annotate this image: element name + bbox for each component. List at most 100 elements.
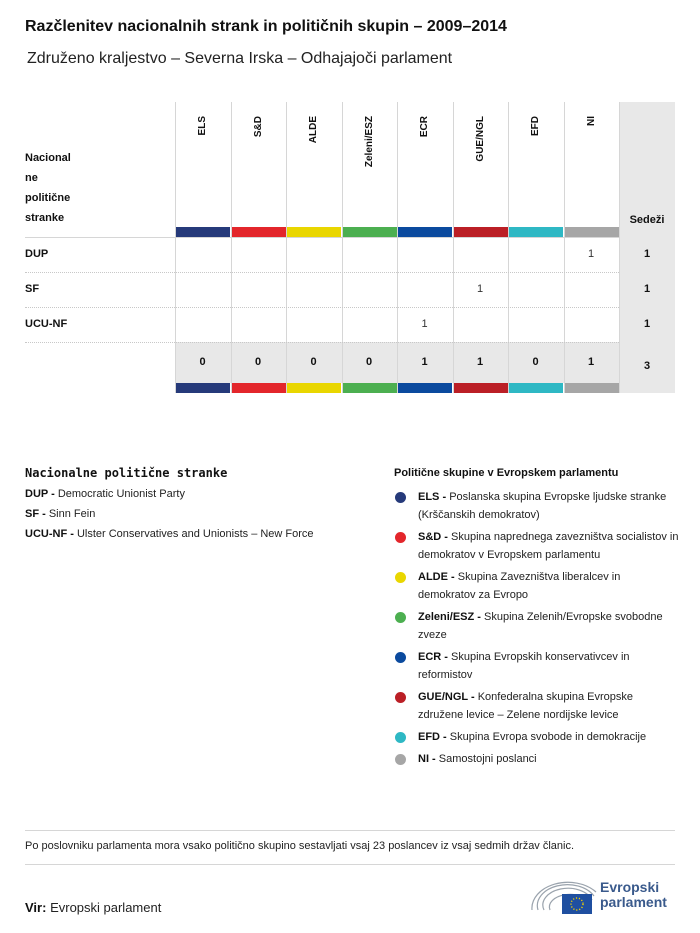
column-header-els: ELS xyxy=(175,116,230,216)
column-header-ecr: ECR xyxy=(397,116,452,216)
divider xyxy=(25,830,675,831)
party-name: Sinn Fein xyxy=(48,508,96,520)
group-legend-item: ELS - Poslanska skupina Evropske ljudske… xyxy=(394,488,679,524)
group-legend-item: Zeleni/ESZ - Skupina Zelenih/Evropske sv… xyxy=(394,608,679,644)
political-groups-legend: Politične skupine v Evropskem parlamentu… xyxy=(394,467,679,772)
seats-header: Sedeži xyxy=(629,214,665,226)
group-color-dot-icon xyxy=(395,692,406,703)
group-color-bar xyxy=(398,383,452,393)
column-header-label: Zeleni/ESZ xyxy=(363,116,375,168)
row-divider xyxy=(25,272,619,273)
page-title: Razčlenitev nacionalnih strank in politi… xyxy=(25,18,507,35)
row-divider xyxy=(25,307,619,308)
group-abbr: Zeleni/ESZ - xyxy=(418,611,481,623)
group-abbr: EFD - xyxy=(418,731,447,743)
group-color-dot-icon xyxy=(395,754,406,765)
seat-count: 1 xyxy=(643,318,651,330)
divider xyxy=(25,864,675,865)
column-header-ni: NI xyxy=(564,116,619,216)
group-color-bar xyxy=(564,383,619,393)
column-divider xyxy=(286,102,287,393)
group-total: 0 xyxy=(199,356,206,368)
party-abbr: UCU-NF - xyxy=(25,528,74,540)
table-cell: 1 xyxy=(421,318,428,330)
group-color-bar xyxy=(287,227,341,237)
group-color-bar xyxy=(509,383,563,393)
parliament-hemicycle-logo xyxy=(531,881,597,914)
group-total: 1 xyxy=(421,356,428,368)
column-header-label: EFD xyxy=(530,116,541,136)
column-header-sd: S&D xyxy=(231,116,286,216)
column-divider xyxy=(175,102,176,393)
group-abbr: ECR - xyxy=(418,651,448,663)
party-abbr: DUP - xyxy=(25,488,55,500)
group-color-bar xyxy=(342,227,397,237)
seat-breakdown-table: Nacional ne politične stranke Sedeži ELS… xyxy=(25,102,675,394)
national-legend-item: DUP - Democratic Unionist Party xyxy=(25,488,365,500)
national-legend-item: SF - Sinn Fein xyxy=(25,508,365,520)
column-divider xyxy=(563,102,565,393)
group-name: Skupina Zelenih/Evropske svobodne zveze xyxy=(418,611,663,641)
group-name: Skupina Evropskih konservativcev in refo… xyxy=(418,651,630,681)
column-header-alde: ALDE xyxy=(286,116,341,216)
national-legend-heading: Nacionalne politične stranke xyxy=(25,466,228,480)
party-row-label: DUP xyxy=(25,248,49,260)
column-header-guengl: GUE/NGL xyxy=(453,116,508,216)
party-name: Ulster Conservatives and Unionists – New… xyxy=(76,528,314,540)
table-cell: 1 xyxy=(587,248,595,260)
party-row-label: UCU-NF xyxy=(25,318,68,330)
group-color-dot-icon xyxy=(395,492,406,503)
group-color-bar xyxy=(231,227,286,237)
seat-count: 1 xyxy=(643,283,651,295)
party-name: Democratic Unionist Party xyxy=(57,488,185,500)
column-divider xyxy=(397,102,398,393)
source-label: Vir: xyxy=(25,900,47,915)
groups-legend-heading: Politične skupine v Evropskem parlamentu xyxy=(394,467,619,479)
group-color-dot-icon xyxy=(395,732,406,743)
column-header-label: ALDE xyxy=(308,116,319,144)
group-name: Samostojni poslanci xyxy=(438,753,537,765)
group-legend-item: S&D - Skupina naprednega zavezništva soc… xyxy=(394,528,679,564)
group-color-bar xyxy=(176,227,230,237)
total-seats: 3 xyxy=(643,360,651,372)
group-color-bar xyxy=(453,227,508,237)
national-parties-header: Nacional ne politične stranke xyxy=(25,152,71,224)
seats-column-background xyxy=(619,102,675,393)
page-subtitle: Združeno kraljestvo – Severna Irska – Od… xyxy=(27,50,453,67)
column-divider xyxy=(341,102,343,393)
column-divider xyxy=(619,102,620,393)
group-total: 0 xyxy=(532,356,539,368)
group-name: Konfederalna skupina Evropske združene l… xyxy=(418,691,634,721)
group-name: Skupina Zavezništva liberalcev in demokr… xyxy=(418,571,621,601)
column-divider xyxy=(452,102,454,393)
parliament-logo-text: Evropski parlament xyxy=(600,879,667,910)
group-color-bar xyxy=(176,383,230,393)
national-legend-item: UCU-NF - Ulster Conservatives and Unioni… xyxy=(25,528,365,540)
group-abbr: ALDE - xyxy=(418,571,455,583)
group-legend-item: GUE/NGL - Konfederalna skupina Evropske … xyxy=(394,688,679,724)
column-header-label: ELS xyxy=(197,116,208,136)
group-total: 1 xyxy=(587,356,595,368)
group-abbr: S&D - xyxy=(418,531,448,543)
group-color-dot-icon xyxy=(395,532,406,543)
group-legend-item: NI - Samostojni poslanci xyxy=(394,750,679,768)
group-color-bar xyxy=(342,383,397,393)
source-line: Vir: Evropski parlament xyxy=(25,900,161,915)
group-color-dot-icon xyxy=(395,612,406,623)
header-divider xyxy=(25,237,619,238)
national-parties-legend: Nacionalne politične stranke DUP - Democ… xyxy=(25,466,365,548)
group-total: 0 xyxy=(365,356,373,368)
table-cell: 1 xyxy=(476,283,484,295)
column-header-label: NI xyxy=(585,116,597,126)
column-header-efd: EFD xyxy=(508,116,563,216)
group-color-bar xyxy=(231,383,286,393)
column-divider xyxy=(230,102,232,393)
group-name: Skupina Evropa svobode in demokracije xyxy=(449,731,647,743)
group-abbr: GUE/NGL - xyxy=(418,691,475,703)
group-abbr: NI - xyxy=(418,753,436,765)
footnote: Po poslovniku parlamenta mora vsako poli… xyxy=(25,840,575,852)
group-color-dot-icon xyxy=(395,572,406,583)
column-header-label: GUE/NGL xyxy=(474,116,486,162)
group-legend-item: ALDE - Skupina Zavezništva liberalcev in… xyxy=(394,568,679,604)
group-total: 0 xyxy=(254,356,262,368)
